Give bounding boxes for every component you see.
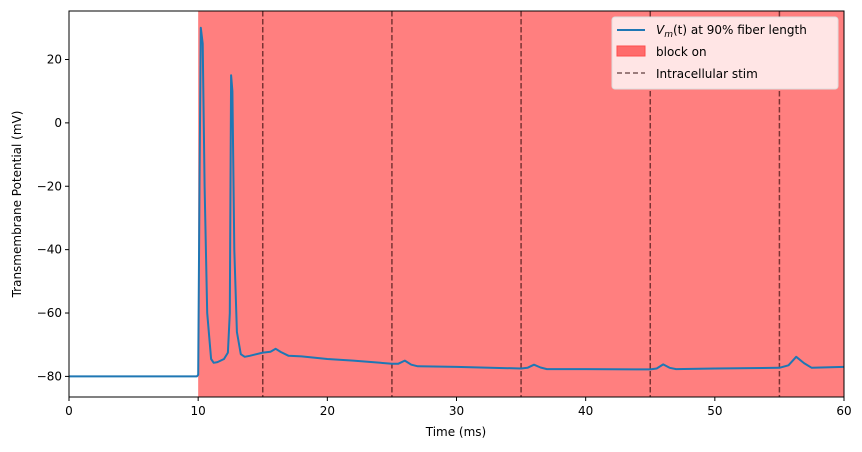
x-tick-label: 40 <box>578 404 593 418</box>
x-tick-label: 60 <box>836 404 851 418</box>
y-tick-label: −40 <box>37 243 62 257</box>
x-axis-label: Time (ms) <box>425 425 487 439</box>
x-tick-label: 30 <box>449 404 464 418</box>
y-tick-label: −20 <box>37 179 62 193</box>
legend-label-stim: Intracellular stim <box>656 67 758 81</box>
legend: Vm(t) at 90% fiber length block on Intra… <box>611 16 839 90</box>
legend-label-vm: Vm(t) at 90% fiber length <box>656 23 807 40</box>
y-tick-label: −60 <box>37 306 62 320</box>
x-tick-label: 50 <box>707 404 722 418</box>
x-tick-label: 10 <box>191 404 206 418</box>
vm-series-line <box>69 26 845 378</box>
y-axis-label: Transmembrane Potential (mV) <box>10 111 24 299</box>
legend-patch-swatch <box>616 45 646 57</box>
y-tick-label: −80 <box>37 369 62 383</box>
legend-box <box>611 16 839 90</box>
legend-label-block: block on <box>656 45 707 59</box>
y-tick-label: 0 <box>54 116 62 130</box>
x-tick-label: 20 <box>320 404 335 418</box>
y-tick-label: 20 <box>47 52 62 66</box>
x-tick-label: 0 <box>65 404 73 418</box>
